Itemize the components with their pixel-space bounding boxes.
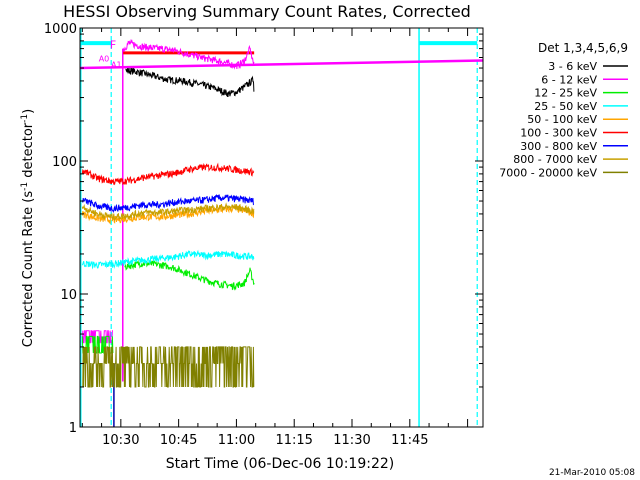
legend-label: 800 - 7000 keV (513, 153, 597, 166)
legend-label: 12 - 25 keV (534, 87, 597, 100)
x-tick-label: 10:45 (160, 433, 197, 448)
x-axis-label: Start Time (06-Dec-06 10:19:22) (166, 456, 394, 472)
flag-label: F (110, 39, 116, 52)
flag-label: A0 (99, 54, 110, 63)
series-line (82, 346, 255, 388)
y-axis-label-sup2: -1 (20, 114, 30, 123)
x-tick-label: 11:45 (391, 433, 428, 448)
series-line (125, 67, 255, 98)
y-axis-label: Corrected Count Rate (s-1 detector-1) (20, 109, 36, 347)
y-axis-label-mid: detector (21, 122, 36, 182)
y-tick-label: 100 (52, 155, 77, 170)
attenuator-line (79, 59, 484, 70)
legend-label: 100 - 300 keV (520, 127, 597, 140)
y-axis-label-sup1: -1 (20, 182, 30, 191)
series-line (81, 202, 255, 221)
x-tick-label: 11:00 (218, 433, 255, 448)
x-tick-label: 11:30 (333, 433, 370, 448)
x-tick-label: 10:30 (102, 433, 139, 448)
legend-label: 50 - 100 keV (527, 113, 597, 126)
legend-label: 7000 - 20000 keV (499, 166, 597, 179)
y-axis: 1 10 100 1000 (44, 22, 483, 436)
footer-date: 21-Mar-2010 05:08 (549, 468, 635, 478)
y-axis-label-end: ) (21, 109, 36, 114)
legend-title: Det 1,3,4,5,6,9 (538, 41, 628, 55)
y-axis-label-main: Corrected Count Rate (s (21, 191, 36, 348)
series-line (122, 38, 255, 70)
legend-label: 6 - 12 keV (541, 73, 597, 86)
y-tick-label: 1000 (44, 22, 77, 37)
y-tick-label: 10 (60, 288, 77, 303)
plot-frame (79, 27, 484, 428)
series-line (81, 249, 255, 270)
legend-label: 25 - 50 keV (534, 100, 597, 113)
series-line (81, 162, 255, 186)
flag-label: A1 (111, 60, 122, 69)
series-line (81, 193, 255, 214)
legend-label: 300 - 800 keV (520, 140, 597, 153)
x-tick-label: 11:15 (275, 433, 312, 448)
x-axis: 10:30 10:45 11:00 11:15 11:30 11:45 (81, 28, 469, 448)
legend-label: 3 - 6 keV (548, 60, 597, 73)
series-line-prewindow (81, 330, 113, 344)
chart-title: HESSI Observing Summary Count Rates, Cor… (63, 2, 471, 21)
y-tick-label: 1 (69, 421, 77, 436)
